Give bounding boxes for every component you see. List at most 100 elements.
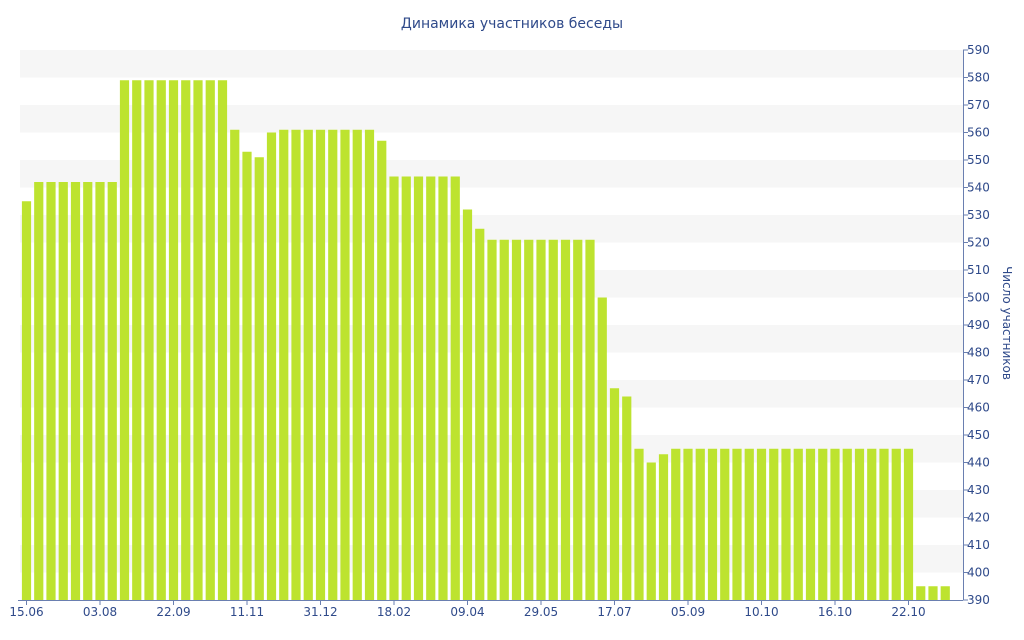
bar	[438, 176, 448, 600]
y-tick-label: 440	[967, 456, 990, 470]
bar	[340, 129, 350, 600]
bar	[499, 239, 509, 600]
y-tick-label: 420	[967, 511, 990, 525]
x-tick-label: 05.09	[671, 605, 705, 619]
bar	[328, 129, 338, 600]
bar	[217, 80, 228, 600]
x-tick-label: 22.09	[156, 605, 190, 619]
bar	[181, 80, 191, 600]
bar	[389, 176, 399, 600]
y-tick-label: 560	[967, 126, 990, 140]
bar	[781, 448, 791, 600]
grid-band	[20, 50, 963, 78]
x-tick-label: 22.10	[891, 605, 925, 619]
bar	[58, 182, 68, 600]
y-tick-label: 410	[967, 538, 990, 552]
bar	[168, 80, 179, 600]
bar	[597, 297, 607, 600]
bar	[426, 176, 436, 600]
bar	[511, 239, 522, 600]
bar	[634, 448, 644, 600]
bar	[107, 182, 117, 600]
bar	[230, 129, 240, 600]
bar	[573, 239, 583, 600]
bar	[585, 239, 595, 600]
bar	[658, 454, 669, 600]
bar	[475, 228, 485, 600]
y-tick-label: 450	[967, 428, 990, 442]
bar	[156, 80, 166, 600]
bar	[34, 182, 44, 600]
y-tick-label: 390	[967, 593, 990, 607]
bar	[83, 182, 93, 600]
x-tick-labels: 15.06 03.08 22.09 11.11 31.12 18.02 09.04 29.05…	[9, 600, 926, 619]
bar	[279, 129, 289, 600]
bar	[144, 80, 154, 600]
y-tick-label: 570	[967, 98, 990, 112]
x-tick-label: 03.08	[83, 605, 117, 619]
bar	[46, 182, 56, 600]
bar	[462, 209, 473, 600]
bar	[879, 448, 889, 600]
x-tick-label: 15.06	[9, 605, 43, 619]
bar	[119, 80, 130, 600]
bar	[683, 448, 693, 600]
y-tick-label: 530	[967, 208, 990, 222]
y-tick-label: 550	[967, 153, 990, 167]
bar	[695, 448, 705, 600]
bar	[487, 239, 497, 600]
bar	[805, 448, 816, 600]
bar	[205, 80, 215, 600]
bar	[928, 586, 938, 600]
bar	[21, 201, 32, 600]
bar	[303, 129, 313, 600]
y-tick-label: 400	[967, 566, 990, 580]
bar	[364, 129, 375, 600]
bar	[903, 448, 914, 600]
y-tick-label: 460	[967, 401, 990, 415]
bar	[377, 140, 387, 600]
bar	[70, 182, 81, 600]
bar	[450, 176, 460, 600]
y-tick-label: 480	[967, 346, 990, 360]
bar	[401, 176, 411, 600]
y-axis-title: Число участников	[1000, 266, 1014, 380]
x-tick-label: 17.07	[597, 605, 631, 619]
x-tick-label: 11.11	[230, 605, 264, 619]
x-tick-label: 10.10	[744, 605, 778, 619]
bar	[818, 448, 828, 600]
y-tick-label: 430	[967, 483, 990, 497]
bar	[548, 239, 558, 600]
y-tick-label: 590	[967, 43, 990, 57]
bar	[315, 129, 326, 600]
bar	[352, 129, 362, 600]
y-tick-label: 470	[967, 373, 990, 387]
bar	[732, 448, 742, 600]
bar	[242, 151, 252, 600]
bar	[854, 448, 865, 600]
bar	[254, 157, 264, 600]
x-tick-label: 29.05	[524, 605, 558, 619]
y-tick-label: 500	[967, 291, 990, 305]
x-tick-label: 16.10	[818, 605, 852, 619]
y-tick-label: 540	[967, 181, 990, 195]
bar	[707, 448, 718, 600]
bar	[867, 448, 877, 600]
y-tick-labels: 390 400 410 420 430 440 450 460 470 480 490 500 510 5…	[963, 43, 990, 607]
y-tick-label: 510	[967, 263, 990, 277]
x-tick-label: 18.02	[377, 605, 411, 619]
x-tick-label: 09.04	[450, 605, 484, 619]
bar	[671, 448, 681, 600]
bar	[756, 448, 767, 600]
bar	[940, 586, 950, 600]
bar	[95, 182, 105, 600]
bar	[622, 396, 632, 600]
chart-title: Динамика участников беседы	[401, 16, 623, 32]
bar	[132, 80, 142, 600]
bar	[646, 462, 656, 600]
y-tick-label: 580	[967, 71, 990, 85]
bar	[266, 132, 277, 600]
bar	[291, 129, 301, 600]
